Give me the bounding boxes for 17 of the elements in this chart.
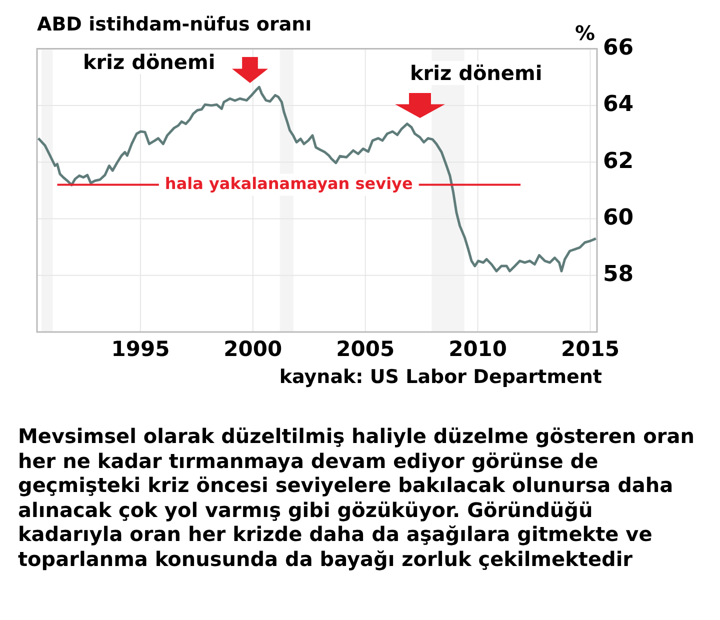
y-tick-label: 62 bbox=[603, 148, 634, 174]
y-tick-label: 58 bbox=[603, 262, 634, 288]
x-tick-label: 2005 bbox=[336, 337, 395, 362]
x-tick-label: 2010 bbox=[448, 337, 508, 362]
text: Mevsimsel olarak düzeltilmiş haliyle düzelme gösteren oran her ne kadar tırmanmaya devam ediyor görünse de geçmişteki kriz öncesi seviyelere bakılacak olunursa daha alınacak çok yol varmış gibi gözüküyor. Göründüğü kadarıyla oran her krizde daha da aşağılara gitmekte ve toparlanma konusunda da bayağı zorluk çekilmektedir bbox=[18, 424, 696, 571]
x-tick-label: 2015 bbox=[561, 337, 620, 362]
y-tick-label: 64 bbox=[603, 92, 634, 118]
x-tick-label: 1995 bbox=[111, 337, 170, 362]
chart-title: ABD istihdam-nüfus oranı bbox=[37, 13, 312, 36]
x-tick-label: 2000 bbox=[224, 337, 282, 362]
annotation: kriz dönemi bbox=[407, 61, 546, 85]
y-axis-title: % bbox=[574, 21, 595, 46]
y-tick-label: 66 bbox=[603, 36, 634, 61]
text: kaynak: US Labor Department bbox=[279, 366, 602, 388]
annotation: kriz dönemi bbox=[80, 50, 218, 74]
series-label: hala yakalanamayan seviye bbox=[164, 174, 413, 193]
y-tick-label: 60 bbox=[603, 205, 634, 230]
